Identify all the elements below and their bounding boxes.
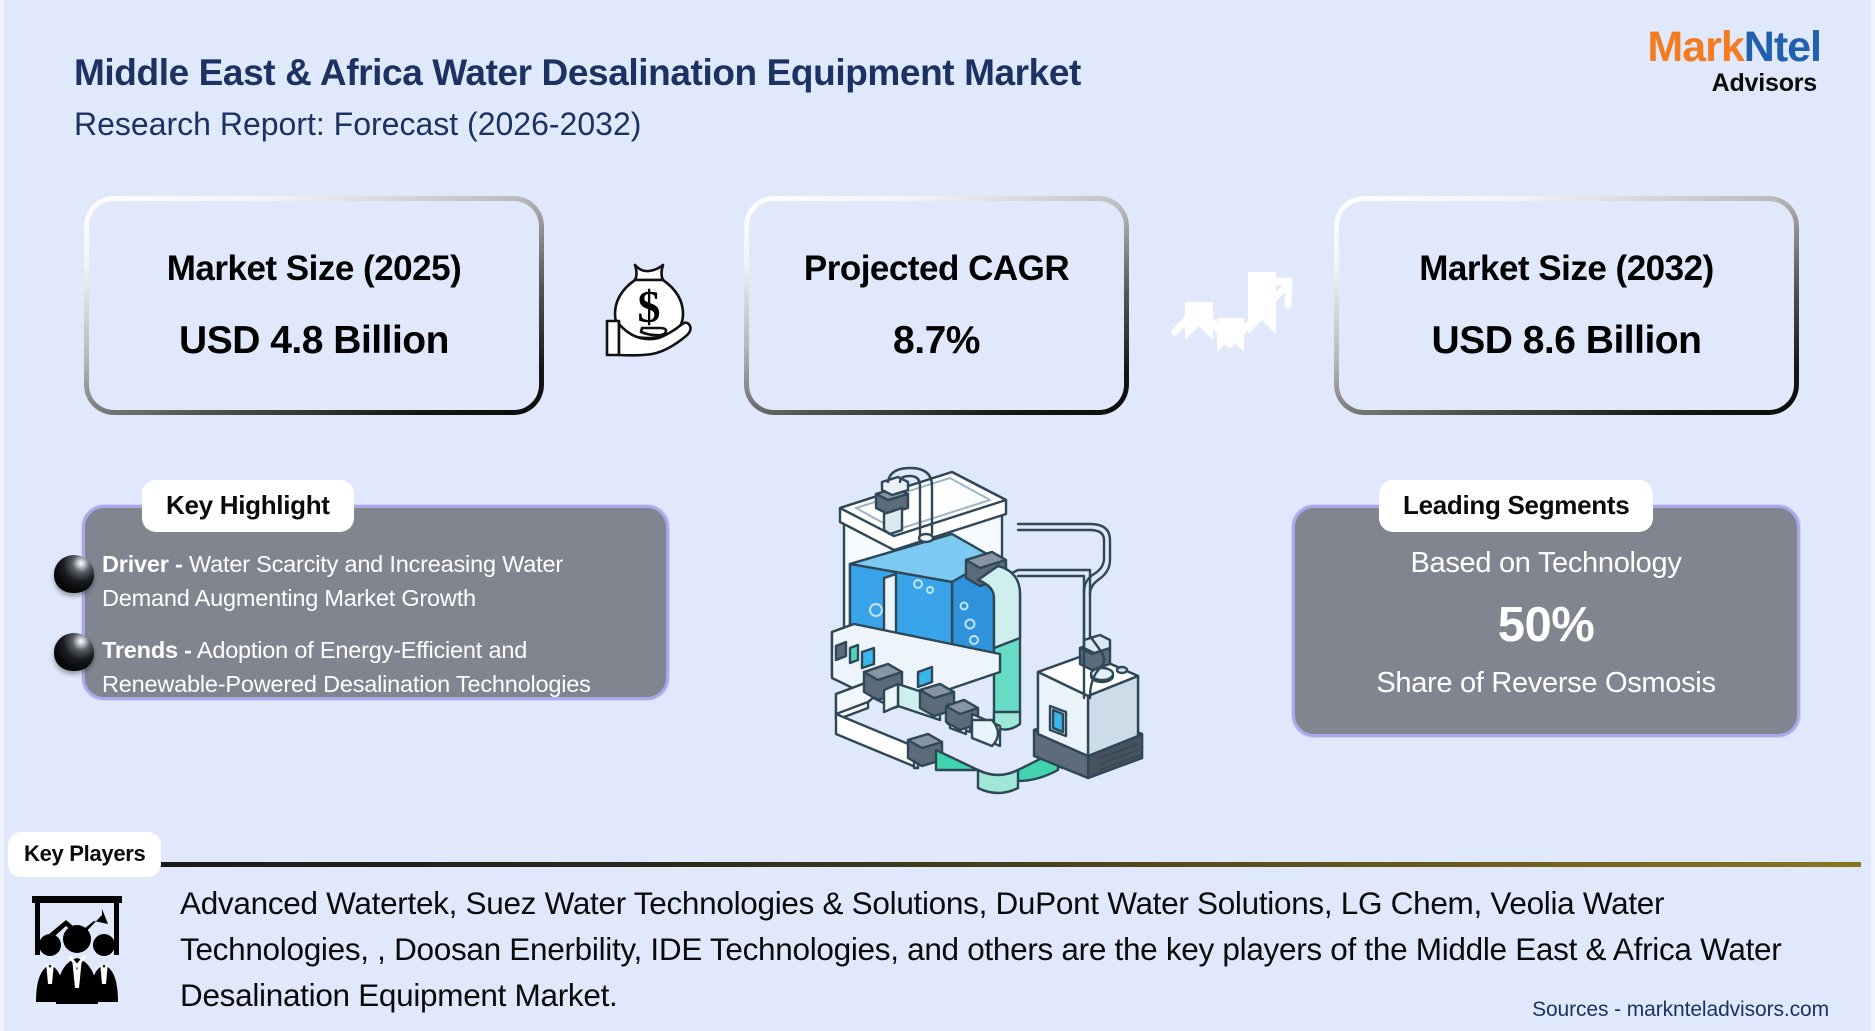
stat-value: 8.7%: [893, 318, 980, 362]
brand-logo[interactable]: MarkNtel Advisors: [1647, 23, 1822, 97]
stat-label: Projected CAGR: [803, 248, 1070, 288]
money-bag-icon: $: [574, 196, 724, 415]
highlight-text: Adoption of Energy-Efficient and Renewab…: [102, 637, 591, 697]
stat-label: Market Size (2032): [1419, 248, 1714, 288]
leading-segments-tag: Leading Segments: [1379, 480, 1654, 532]
stat-value: USD 4.8 Billion: [179, 318, 449, 362]
page-title: Middle East & Africa Water Desalination …: [74, 52, 1081, 93]
water-desalination-equipment-illustration: [822, 458, 1167, 803]
highlight-item-trends: Trends - Adoption of Energy-Efficient an…: [102, 633, 632, 701]
stat-label: Market Size (2025): [166, 248, 462, 288]
highlight-label: Trends -: [102, 637, 192, 663]
footer-divider: [152, 862, 1861, 867]
highlight-text: Water Scarcity and Increasing Water Dema…: [102, 551, 563, 611]
key-highlight-body: Driver - Water Scarcity and Increasing W…: [102, 547, 632, 719]
svg-text:$: $: [638, 281, 661, 332]
logo-wordmark: MarkNtel: [1647, 23, 1822, 71]
stats-row: Market Size (2025) USD 4.8 Billion $ Pro…: [4, 196, 1871, 416]
key-players-text: Advanced Watertek, Suez Water Technologi…: [180, 885, 1782, 1013]
leading-segments-description: Share of Reverse Osmosis: [1376, 667, 1716, 699]
stat-card-projected-cagr: Projected CAGR 8.7%: [744, 196, 1129, 415]
logo-ntel-text: Ntel: [1743, 23, 1822, 71]
stat-card-market-size-2032: Market Size (2032) USD 8.6 Billion: [1334, 196, 1799, 415]
key-highlight-tag: Key Highlight: [142, 480, 354, 532]
bullet-sphere-icon: [54, 633, 94, 671]
logo-mark-text: Mark: [1647, 23, 1744, 71]
sources-label: Sources - marknteladvisors.com: [1532, 998, 1829, 1021]
leading-segments-percent: 50%: [1497, 598, 1595, 652]
leading-segments-panel: [1292, 505, 1800, 737]
page-subtitle: Research Report: Forecast (2026-2032): [74, 106, 642, 142]
stat-card-market-size-2025: Market Size (2025) USD 4.8 Billion: [84, 196, 544, 415]
stat-value: USD 8.6 Billion: [1431, 318, 1702, 362]
highlight-item-driver: Driver - Water Scarcity and Increasing W…: [102, 547, 632, 615]
growth-chart-icon: [1154, 196, 1314, 415]
logo-tagline: Advisors: [1711, 69, 1818, 97]
highlight-label: Driver -: [102, 551, 183, 577]
business-people-presentation-icon: [22, 888, 132, 1006]
leading-segments-basis: Based on Technology: [1410, 547, 1682, 579]
bullet-sphere-icon: [54, 555, 94, 593]
key-players-tag: Key Players: [8, 832, 162, 877]
key-highlight-panel: [82, 505, 669, 700]
